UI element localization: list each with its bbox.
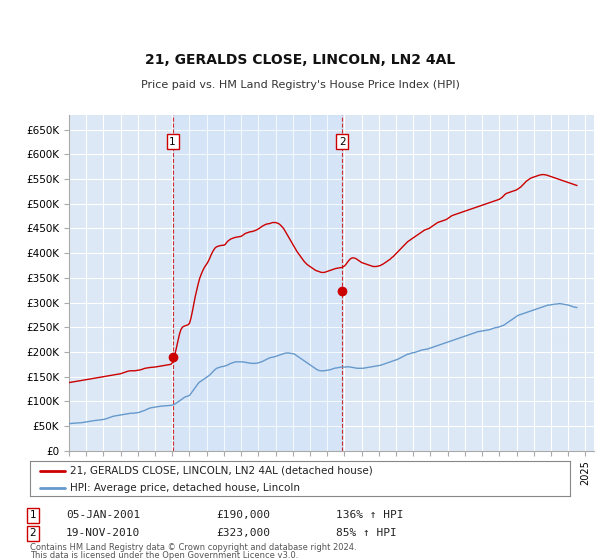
Text: 19-NOV-2010: 19-NOV-2010	[66, 528, 140, 538]
Text: 136% ↑ HPI: 136% ↑ HPI	[336, 510, 404, 520]
Text: 2: 2	[339, 137, 346, 147]
Text: 1: 1	[29, 510, 37, 520]
Text: 1: 1	[169, 137, 176, 147]
Text: £190,000: £190,000	[216, 510, 270, 520]
Text: 85% ↑ HPI: 85% ↑ HPI	[336, 528, 397, 538]
Text: 05-JAN-2001: 05-JAN-2001	[66, 510, 140, 520]
Bar	[173, 115, 343, 451]
Text: 21, GERALDS CLOSE, LINCOLN, LN2 4AL (detached house): 21, GERALDS CLOSE, LINCOLN, LN2 4AL (det…	[71, 465, 373, 475]
Text: HPI: Average price, detached house, Lincoln: HPI: Average price, detached house, Linc…	[71, 483, 301, 493]
Text: £323,000: £323,000	[216, 528, 270, 538]
Text: 2: 2	[29, 528, 37, 538]
Text: Contains HM Land Registry data © Crown copyright and database right 2024.: Contains HM Land Registry data © Crown c…	[30, 543, 356, 552]
Text: 21, GERALDS CLOSE, LINCOLN, LN2 4AL: 21, GERALDS CLOSE, LINCOLN, LN2 4AL	[145, 53, 455, 67]
Text: Price paid vs. HM Land Registry's House Price Index (HPI): Price paid vs. HM Land Registry's House …	[140, 80, 460, 90]
Text: This data is licensed under the Open Government Licence v3.0.: This data is licensed under the Open Gov…	[30, 551, 298, 560]
